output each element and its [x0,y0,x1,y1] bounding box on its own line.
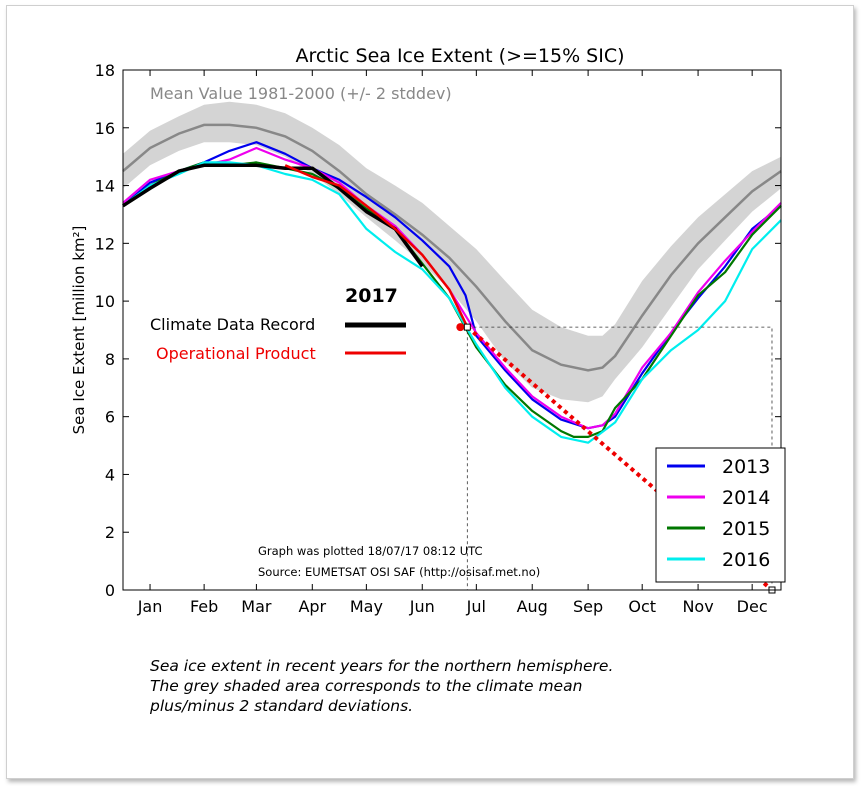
x-tick-label: Aug [517,597,548,616]
series-line-2015 [122,161,782,438]
legend-label-2015: 2015 [722,518,770,540]
y-tick-label: 0 [105,581,115,600]
y-tick-label: 4 [105,465,115,484]
figure-caption: Sea ice extent in recent years for the n… [150,656,710,716]
sea-ice-chart: Arctic Sea Ice Extent (>=15% SIC) 0 2 4 6 8 1… [70,45,786,616]
series-line-2014 [122,146,782,430]
y-tick-label: 16 [95,119,115,138]
x-tick-label: Jan [137,597,163,616]
source-note: Source: EUMETSAT OSI SAF (http://osisaf.… [258,565,540,579]
x-tick-label: Apr [298,597,326,616]
trend-line [466,325,774,592]
y-tick-label: 10 [95,292,115,311]
series-line-2013 [122,141,782,430]
legend-label-2016: 2016 [722,549,770,571]
series-line-2017-climate-data-record [122,163,424,268]
x-tick-label: Oct [628,597,656,616]
x-tick-label: Jul [466,597,486,616]
y-tick-label: 12 [95,234,115,253]
chart-title: Arctic Sea Ice Extent (>=15% SIC) [295,45,624,67]
x-tick-label: Sep [573,597,603,616]
y-tick-label: 2 [105,523,115,542]
x-tick-label: Mar [241,597,272,616]
caption-line-3: plus/minus 2 standard deviations. [150,697,414,715]
x-tick-label: Feb [190,597,218,616]
y-axis-label: Sea Ice Extent [million km²] [70,226,88,435]
mean-label: Mean Value 1981-2000 (+/- 2 stddev) [150,84,452,103]
operational-label: Operational Product [156,344,316,363]
legend-box: 2013 2014 2015 2016 [655,447,786,583]
x-tick-label: Jun [409,597,435,616]
plot-frame [122,69,782,591]
x-tick-label: Dec [737,597,768,616]
y-tick-label: 14 [95,177,115,196]
y-tick-label: 18 [95,61,115,80]
x-tick-label: Nov [682,597,713,616]
highlight-box [466,326,773,591]
cdr-label: Climate Data Record [150,315,315,334]
legend-label-2014: 2014 [722,487,770,509]
trend-start-point [456,323,465,332]
mean-band [123,101,781,403]
series-line-2017-operational-product [284,164,469,328]
caption-line-2: The grey shaded area corresponds to the … [150,677,583,695]
series-line-2016 [122,161,782,444]
x-tick-label: May [350,597,383,616]
mean-line [122,123,782,372]
y-tick-label: 8 [105,350,115,369]
year-label: 2017 [345,285,398,307]
trend-handle-start[interactable] [463,323,471,331]
caption-line-1: Sea ice extent in recent years for the n… [150,657,614,675]
legend-label-2013: 2013 [722,456,770,478]
y-tick-label: 6 [105,408,115,427]
plotted-note: Graph was plotted 18/07/17 08:12 UTC [258,544,483,558]
